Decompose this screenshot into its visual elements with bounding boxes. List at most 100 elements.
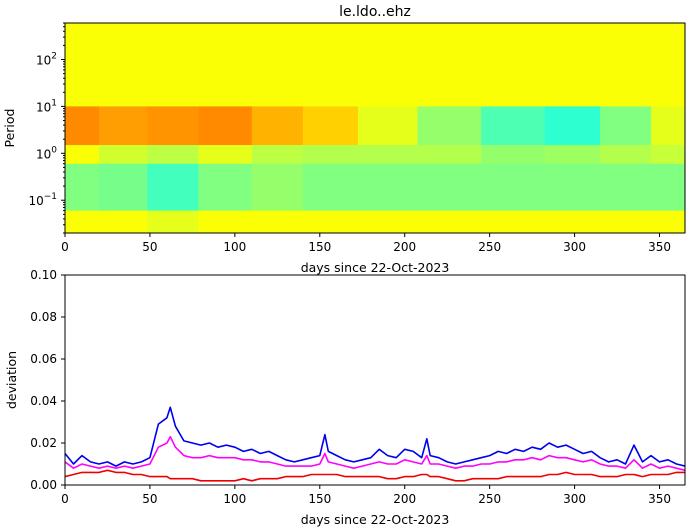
deviation-y-label: deviation (4, 351, 19, 409)
heatmap-cell (544, 210, 601, 233)
y-tick-label: 100 (36, 145, 57, 161)
x-tick-label: 250 (478, 240, 501, 254)
x-tick-label: 350 (648, 492, 671, 506)
spectrogram-x-ticks: 0 50 100 150 200 250 300 350 (61, 233, 671, 254)
deviation-series-line (65, 435, 685, 472)
x-tick-label: 350 (648, 240, 671, 254)
deviation-x-ticks: 0 50 100 150 200 250 300 350 (61, 485, 671, 506)
heatmap-cell (147, 106, 199, 146)
heatmap-cell (98, 163, 148, 212)
x-tick-label: 300 (563, 492, 586, 506)
heatmap-cell (544, 145, 601, 165)
heatmap-cell (251, 210, 304, 233)
heatmap-cell (358, 145, 419, 165)
heatmap-cell (98, 145, 148, 165)
x-tick-label: 150 (308, 492, 331, 506)
y-tick-label: 0.00 (30, 478, 57, 492)
heatmap-cell (651, 210, 685, 233)
y-tick-label: 0.04 (30, 394, 57, 408)
heatmap-cell (481, 23, 546, 108)
heatmap-cell (544, 163, 601, 212)
y-tick-label: 0.10 (30, 268, 57, 282)
heatmap-cell (251, 23, 304, 108)
y-tick-label: 102 (36, 51, 57, 67)
spectrogram-panel: le.ldo..ehz 0 50 100 150 200 250 300 350 10−110… (2, 4, 686, 275)
heatmap-cell (147, 163, 199, 212)
heatmap-cell (600, 210, 652, 233)
x-tick-label: 0 (61, 240, 69, 254)
heatmap-cell (147, 23, 199, 108)
heatmap-cell (358, 23, 419, 108)
heatmap-cell (65, 210, 100, 233)
heatmap-cell (600, 106, 652, 146)
spectrogram-x-label: days since 22-Oct-2023 (301, 260, 450, 275)
y-tick-label: 0.02 (30, 436, 57, 450)
heatmap-cell (147, 210, 199, 233)
heatmap-cell (358, 163, 419, 212)
heatmap-cell (358, 106, 419, 146)
deviation-y-ticks: 0.00 0.02 0.04 0.06 0.08 0.10 (30, 268, 65, 492)
spectrogram-y-ticks: 10−1 100 101 102 (28, 22, 65, 234)
heatmap-cell (198, 106, 253, 146)
heatmap-cell (600, 23, 652, 108)
heatmap-cell (302, 23, 359, 108)
heatmap-cell (481, 106, 546, 146)
deviation-frame (64, 274, 686, 486)
y-tick-label: 0.06 (30, 352, 57, 366)
heatmap-cell (251, 106, 304, 146)
heatmap-cell (65, 23, 100, 108)
heatmap-cell (651, 106, 685, 146)
heatmap-cell (98, 210, 148, 233)
deviation-lines (65, 406, 685, 482)
heatmap-cell (98, 23, 148, 108)
heatmap-cell (198, 23, 253, 108)
heatmap-cell (358, 210, 419, 233)
deviation-series-line (65, 469, 685, 482)
y-tick-label: 10−1 (28, 192, 57, 208)
heatmap-cell (98, 106, 148, 146)
x-tick-label: 50 (142, 240, 157, 254)
heatmap-cell (544, 106, 601, 146)
heatmap-cell (481, 145, 546, 165)
deviation-panel: 0 50 100 150 200 250 300 350 0.000.020.040.060.… (4, 268, 686, 527)
heatmap-cell (198, 145, 253, 165)
heatmap-cell (651, 163, 685, 212)
x-tick-label: 200 (393, 240, 416, 254)
heatmap-cell (65, 145, 100, 165)
heatmap-cell (651, 23, 685, 108)
heatmap-cell (251, 163, 304, 212)
heatmap-cell (417, 145, 482, 165)
heatmap-cell (65, 106, 100, 146)
heatmap-cell (417, 210, 482, 233)
deviation-x-label: days since 22-Oct-2023 (301, 512, 450, 527)
heatmap-cell (302, 163, 359, 212)
heatmap-cell (251, 145, 304, 165)
heatmap-cell (417, 23, 482, 108)
deviation-series-line (65, 406, 685, 467)
x-tick-label: 100 (223, 492, 246, 506)
heatmap-cells (65, 23, 685, 233)
spectrogram-y-label: Period (2, 109, 17, 148)
x-tick-label: 150 (308, 240, 331, 254)
heatmap-cell (65, 163, 100, 212)
heatmap-cell (417, 106, 482, 146)
heatmap-cell (147, 145, 199, 165)
y-tick-label: 101 (36, 98, 57, 114)
heatmap-cell (417, 163, 482, 212)
x-tick-label: 300 (563, 240, 586, 254)
heatmap-cell (544, 23, 601, 108)
heatmap-cell (600, 145, 652, 165)
x-tick-label: 0 (61, 492, 69, 506)
heatmap-cell (198, 163, 253, 212)
heatmap-cell (651, 145, 685, 165)
x-tick-label: 250 (478, 492, 501, 506)
heatmap-cell (198, 210, 253, 233)
heatmap-cell (302, 106, 359, 146)
x-tick-label: 100 (223, 240, 246, 254)
heatmap-cell (600, 163, 652, 212)
heatmap-cell (302, 145, 359, 165)
heatmap-cell (302, 210, 359, 233)
x-tick-label: 50 (142, 492, 157, 506)
chart-title: le.ldo..ehz (339, 4, 411, 20)
